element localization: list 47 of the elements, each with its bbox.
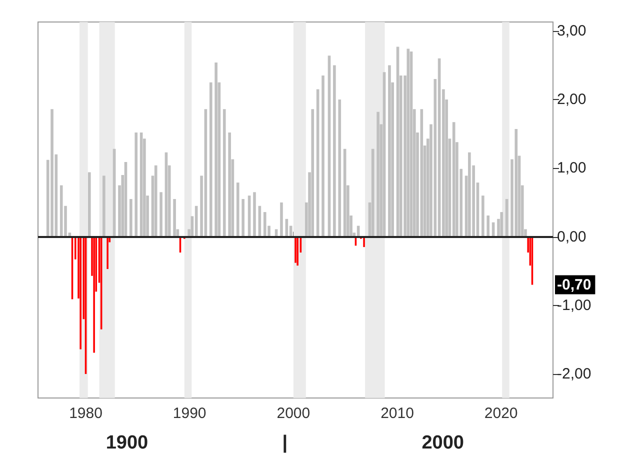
bar — [209, 82, 212, 237]
bar — [88, 172, 91, 237]
bar — [173, 199, 176, 237]
bar — [222, 109, 226, 237]
text: 2000 — [422, 432, 464, 454]
bar — [154, 165, 158, 237]
bar — [242, 199, 244, 237]
bar — [333, 65, 336, 237]
bar — [60, 185, 63, 237]
text: 1900 — [106, 432, 148, 454]
bar — [160, 192, 162, 237]
bar — [482, 196, 484, 237]
y-tick-label: 1,00 — [557, 160, 586, 177]
bar — [406, 48, 410, 237]
bar — [388, 65, 391, 237]
x-tick-label: 1980 — [69, 405, 102, 422]
bar — [134, 132, 138, 237]
bar — [311, 109, 314, 237]
bar — [338, 100, 342, 237]
bar — [376, 112, 380, 237]
y-tick-label: 3,00 — [557, 22, 586, 40]
bar — [280, 202, 283, 237]
bar — [371, 148, 374, 237]
x-tick-label: 2010 — [380, 405, 414, 422]
y-tick-label: -1,00 — [557, 296, 592, 314]
bar — [214, 62, 218, 237]
text: | — [282, 432, 288, 454]
bar — [420, 109, 424, 237]
bar — [322, 76, 324, 237]
y-tick-label: 2,00 — [557, 91, 586, 108]
bar — [102, 176, 106, 237]
y-tick-label: -2,00 — [557, 365, 592, 382]
bar — [468, 152, 471, 237]
bar — [228, 132, 231, 237]
x-tick-label: 2000 — [276, 405, 310, 422]
bar — [50, 109, 54, 237]
bar — [486, 215, 490, 237]
bar — [236, 182, 240, 237]
bar — [514, 129, 518, 237]
bar — [500, 212, 504, 237]
bar — [263, 212, 266, 237]
y-tick-label: 0,00 — [557, 228, 586, 246]
annotation: -0,70 — [557, 276, 592, 294]
x-tick-label: 2020 — [484, 405, 518, 422]
bar — [253, 192, 256, 237]
x-tick-label: 1990 — [172, 405, 206, 422]
bar — [130, 199, 132, 237]
